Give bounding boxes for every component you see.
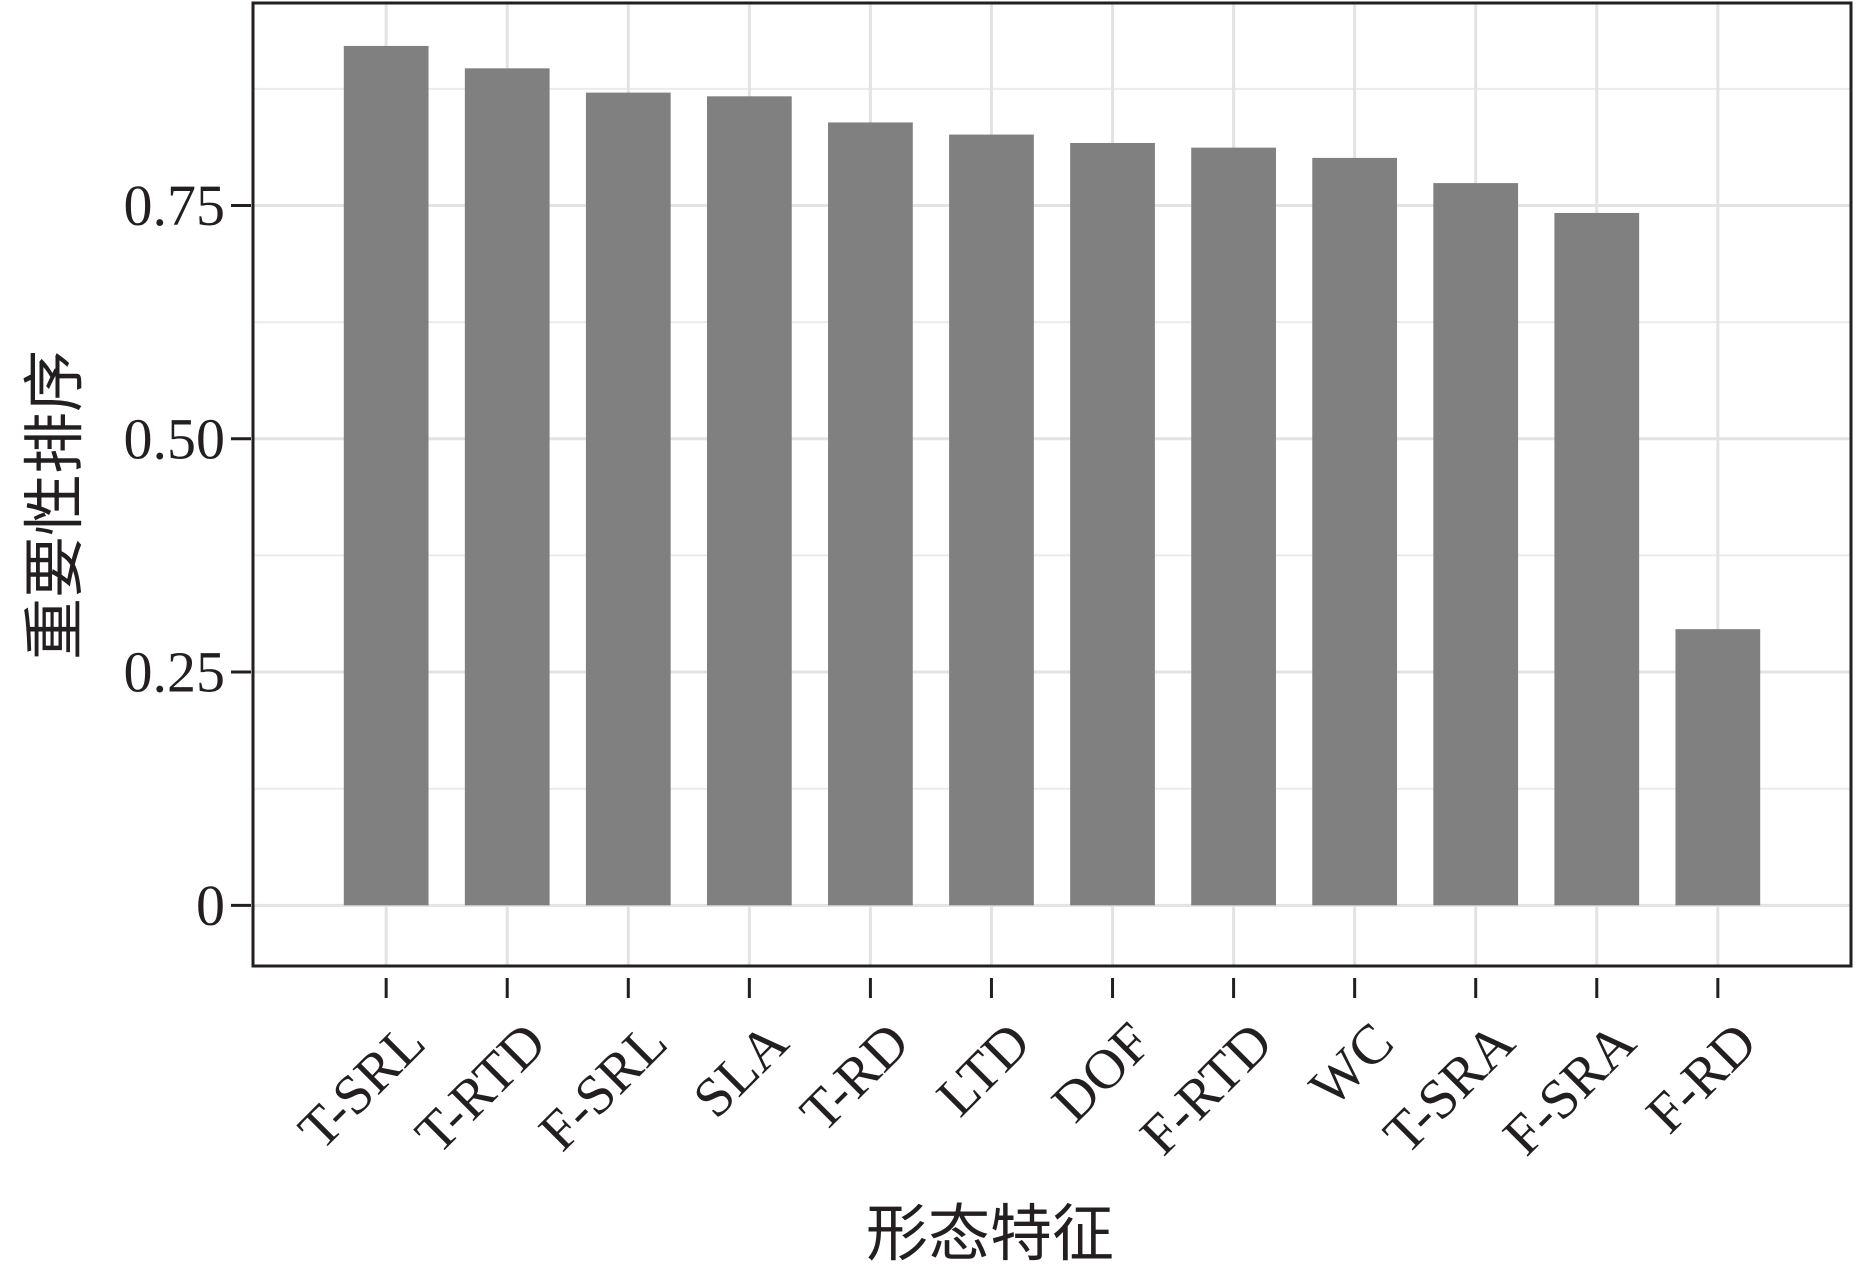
x-tick-label: T-SRA [1372, 1011, 1527, 1166]
y-tick-label: 0 [196, 873, 225, 938]
y-tick-label: 0.25 [124, 640, 226, 705]
y-axis-title: 重要性排序 [22, 350, 90, 660]
x-tick-label: T-SRL [287, 1011, 437, 1161]
bar [1675, 629, 1761, 906]
x-tick-label: WC [1298, 1011, 1406, 1119]
y-tick-label: 0.50 [124, 406, 226, 471]
bar [1554, 212, 1640, 906]
bar [706, 96, 792, 906]
x-tick-label: SLA [682, 1011, 801, 1130]
bar [343, 45, 429, 906]
bar [464, 68, 550, 906]
x-tick-label: F-SRA [1492, 1011, 1648, 1167]
bar [1070, 142, 1155, 906]
bar [1433, 183, 1519, 906]
x-tick-label: T-RTD [404, 1011, 558, 1165]
x-tick-label: F-RD [1635, 1011, 1769, 1145]
x-axis-title: 形态特征 [866, 1201, 1114, 1269]
x-tick-label: LTD [925, 1011, 1042, 1128]
x-tick-label: T-RD [789, 1011, 922, 1144]
y-tick-label: 0.75 [124, 173, 226, 238]
bar [949, 134, 1034, 906]
bar [1312, 157, 1398, 906]
bar [585, 92, 671, 906]
bar [1191, 147, 1276, 906]
x-tick-label: F-RTD [1129, 1011, 1285, 1167]
bar [828, 122, 913, 906]
x-tick-label: F-SRL [528, 1011, 680, 1163]
panel-border [251, 1, 1853, 968]
